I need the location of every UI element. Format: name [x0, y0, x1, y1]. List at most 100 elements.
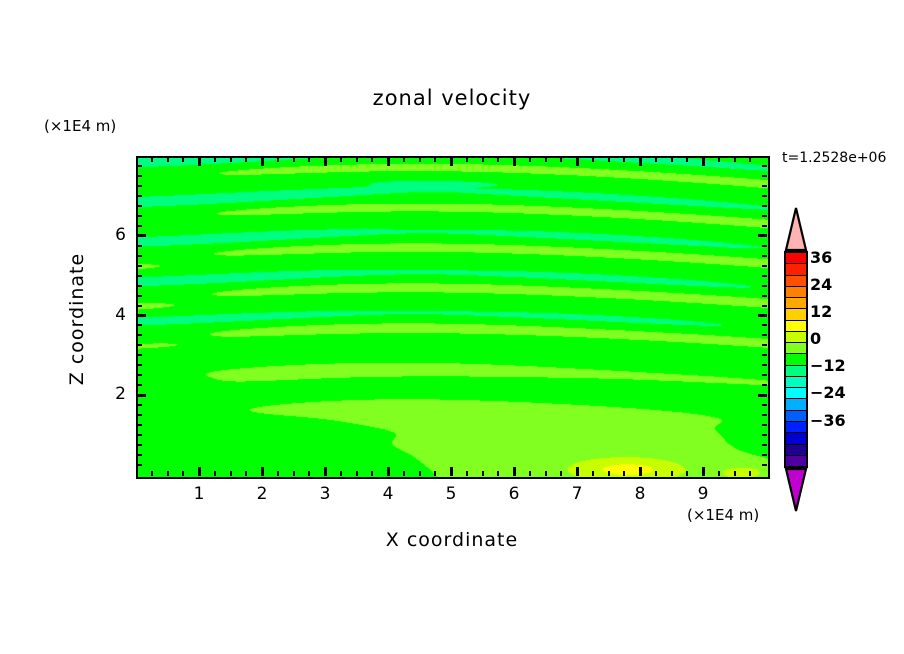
- x-axis-tick: [575, 467, 579, 476]
- colorbar-tick-label: −36: [810, 410, 846, 430]
- x-axis-tick: [733, 471, 736, 476]
- x-axis-tick: [213, 157, 216, 162]
- y-axis-tick: [762, 384, 767, 387]
- x-axis-tick: [465, 471, 468, 476]
- x-tick-label: 5: [445, 484, 457, 504]
- y-axis-tick: [758, 314, 767, 317]
- colorbar-band: [786, 343, 806, 355]
- y-axis-tick: [762, 434, 767, 437]
- y-tick-label: 6: [115, 224, 126, 245]
- x-axis-tick: [260, 157, 264, 166]
- y-axis-tick: [762, 344, 767, 347]
- y-axis-tick: [137, 234, 146, 238]
- y-axis-tick: [137, 454, 142, 457]
- x-axis-tick: [182, 471, 185, 476]
- colorbar-band: [786, 331, 806, 344]
- y-axis-tick: [762, 204, 767, 207]
- x-axis-tick: [560, 471, 563, 476]
- colorbar-band: [786, 354, 806, 366]
- x-axis-tick: [717, 157, 720, 162]
- y-axis-tick: [762, 324, 767, 327]
- y-axis-tick: [762, 254, 767, 257]
- y-axis-tick: [137, 184, 142, 187]
- y-axis-tick: [137, 214, 142, 217]
- y-axis-tick: [137, 424, 142, 427]
- x-axis-tick: [560, 157, 563, 162]
- y-axis-tick: [137, 264, 142, 267]
- x-axis-tick: [213, 471, 216, 476]
- colorbar-band: [786, 388, 806, 400]
- x-axis-tick: [323, 467, 327, 476]
- y-tick-label: 2: [115, 384, 126, 405]
- x-axis-tick: [245, 157, 248, 162]
- y-axis-tick: [137, 384, 142, 387]
- x-axis-tick: [686, 471, 689, 476]
- x-tick-label: 1: [193, 484, 205, 504]
- y-tick-label: 4: [115, 304, 126, 325]
- x-axis-tick: [638, 157, 642, 166]
- x-axis-tick: [434, 157, 437, 162]
- y-axis-tick: [137, 244, 142, 247]
- y-axis-unit-label: (×1E4 m): [44, 117, 117, 135]
- x-axis-tick: [245, 471, 248, 476]
- contour-field: [138, 158, 768, 477]
- y-axis-tick: [762, 284, 767, 287]
- y-axis-tick: [137, 374, 142, 377]
- x-axis-tick: [323, 157, 327, 166]
- x-axis-tick: [623, 157, 626, 162]
- x-axis-tick: [749, 471, 752, 476]
- y-axis-tick: [137, 404, 142, 407]
- x-axis-tick: [654, 471, 657, 476]
- colorbar-band: [786, 365, 806, 377]
- x-axis-tick: [418, 157, 421, 162]
- x-axis-tick: [197, 467, 201, 476]
- y-axis-tick: [137, 354, 142, 357]
- y-axis-tick: [762, 414, 767, 417]
- colorbar-tick-label: 12: [810, 302, 833, 322]
- x-axis-tick: [670, 471, 673, 476]
- x-axis-tick: [150, 471, 153, 476]
- x-axis-tick: [749, 157, 752, 162]
- colorbar: 36 24 12 0 −12 −24 −36: [784, 206, 846, 513]
- x-axis-tick: [386, 467, 390, 476]
- x-tick-label: 2: [256, 484, 268, 504]
- colorbar-band: [786, 421, 806, 434]
- x-axis-tick: [654, 157, 657, 162]
- colorbar-band: [786, 410, 806, 422]
- y-axis-tick: [762, 184, 767, 187]
- colorbar-tick-label: −12: [810, 356, 846, 376]
- y-axis-tick: [137, 174, 142, 177]
- colorbar-band: [786, 264, 806, 276]
- x-tick-label: 3: [319, 484, 331, 504]
- x-axis-tick: [402, 157, 405, 162]
- x-axis-tick: [607, 471, 610, 476]
- x-axis-title: X coordinate: [385, 529, 519, 551]
- y-axis-tick: [137, 324, 142, 327]
- x-axis-tick: [686, 157, 689, 162]
- x-axis-tick: [544, 157, 547, 162]
- x-axis-tick: [355, 471, 358, 476]
- y-axis-tick: [762, 214, 767, 217]
- colorbar-band: [786, 286, 806, 299]
- colorbar-tick-label: 24: [810, 274, 833, 294]
- colorbar-band: [786, 376, 806, 389]
- y-axis-tick: [762, 334, 767, 337]
- y-axis-tick: [762, 444, 767, 447]
- x-axis-tick: [339, 471, 342, 476]
- y-axis-tick: [137, 224, 142, 227]
- y-axis-tick: [137, 464, 142, 467]
- x-axis-tick: [481, 157, 484, 162]
- colorbar-band: [786, 298, 806, 310]
- colorbar-band: [786, 444, 806, 456]
- x-axis-tick: [386, 157, 390, 166]
- colorbar-over-arrow: [784, 207, 808, 252]
- y-axis-tick: [137, 274, 142, 277]
- page-title: zonal velocity: [372, 86, 532, 110]
- y-axis-tick: [137, 444, 142, 447]
- x-axis-tick: [371, 157, 374, 162]
- x-axis-tick: [371, 471, 374, 476]
- colorbar-band: [786, 455, 806, 467]
- x-axis-tick: [276, 471, 279, 476]
- x-axis-tick: [512, 467, 516, 476]
- y-axis-tick: [137, 254, 142, 257]
